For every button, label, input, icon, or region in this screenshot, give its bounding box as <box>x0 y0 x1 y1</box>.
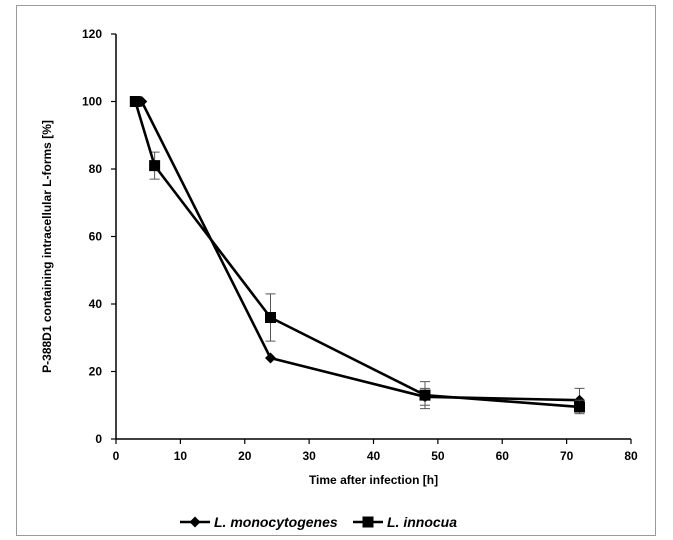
series-line <box>134 101 580 409</box>
x-tick-label: 20 <box>238 449 252 463</box>
x-axis-title: Time after infection [h] <box>309 473 438 487</box>
y-tick-label: 80 <box>89 162 103 176</box>
data-point <box>265 312 276 323</box>
y-tick-label: 120 <box>82 27 102 41</box>
series-2 <box>129 96 585 415</box>
legend-item-1: L. monocytogenes <box>180 514 338 530</box>
x-tick-label: 80 <box>624 449 638 463</box>
legend-label: L. innocua <box>387 514 457 530</box>
data-point <box>265 352 276 364</box>
data-point <box>129 96 141 107</box>
legend-marker <box>189 516 201 528</box>
y-tick-label: 40 <box>89 297 103 311</box>
y-tick-label: 20 <box>89 365 103 379</box>
series-layer <box>129 96 585 415</box>
legend-item-2: L. innocua <box>353 514 457 530</box>
y-axis-title: P-388D1 containing intracellular L-forms… <box>40 120 54 373</box>
data-point <box>149 160 161 172</box>
series-1 <box>129 96 585 413</box>
y-tick-label: 0 <box>95 432 102 446</box>
x-tick-label: 30 <box>302 449 316 463</box>
line-chart: 0 10 20 30 40 50 60 70 80 0 20 40 60 80 100 120 Time af… <box>40 27 638 530</box>
data-point <box>574 401 585 413</box>
series-line <box>135 100 580 402</box>
y-tick-label: 60 <box>89 230 103 244</box>
x-tick-label: 50 <box>431 449 445 463</box>
legend-marker <box>362 516 374 528</box>
legend: L. monocytogenes L. innocua <box>180 514 457 530</box>
x-tick-label: 0 <box>113 449 120 463</box>
x-tick-label: 60 <box>496 449 510 463</box>
x-tick-label: 10 <box>174 449 188 463</box>
x-tick-label: 70 <box>560 449 574 463</box>
y-tick-label: 100 <box>82 95 102 109</box>
axes: 0 10 20 30 40 50 60 70 80 0 20 40 60 80 100 120 <box>82 27 638 463</box>
legend-label: L. monocytogenes <box>214 514 338 530</box>
data-point <box>419 389 431 401</box>
chart-frame: 0 10 20 30 40 50 60 70 80 0 20 40 60 80 100 120 Time af… <box>16 5 656 536</box>
x-tick-label: 40 <box>367 449 381 463</box>
